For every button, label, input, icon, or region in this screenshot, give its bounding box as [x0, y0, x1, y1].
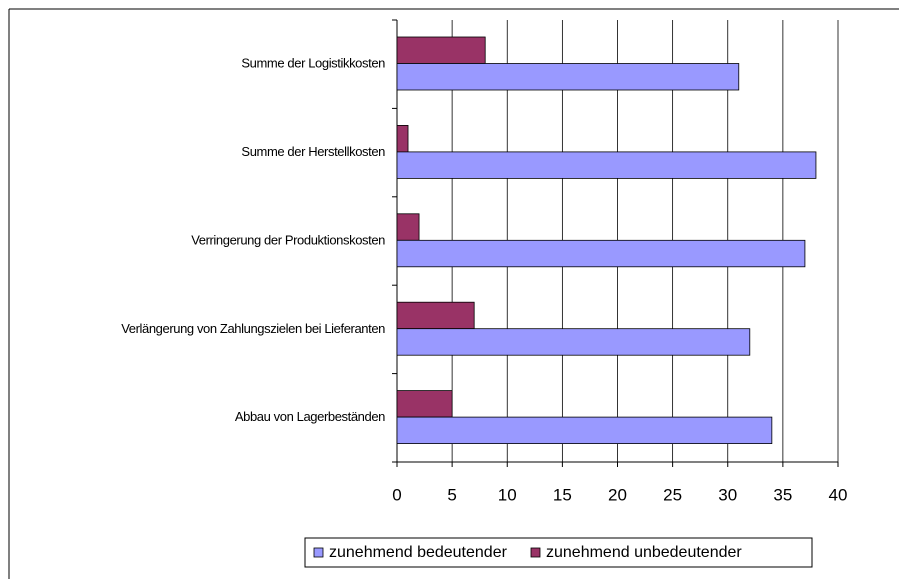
legend-swatch [313, 547, 324, 558]
bar [396, 416, 773, 445]
bar [396, 213, 420, 241]
bar [396, 151, 817, 179]
legend-label: zunehmend bedeutender [329, 544, 508, 561]
x-tick-label: 40 [829, 485, 848, 504]
legend-box [304, 537, 813, 568]
bar [396, 390, 453, 418]
y-tick-label: Verringerung der Produktionskosten [191, 232, 385, 247]
bar [396, 239, 806, 268]
bar [396, 301, 475, 330]
y-tick-label: Verlängerung von Zahlungszielen bei Lief… [121, 321, 385, 336]
x-tick-label: 0 [392, 485, 401, 504]
x-tick-label: 10 [498, 485, 517, 504]
x-tick-label: 25 [663, 485, 682, 504]
y-tick-label: Summe der Herstellkosten [241, 144, 385, 159]
x-tick-label: 35 [773, 485, 792, 504]
legend-label: zunehmend unbedeutender [546, 544, 742, 561]
bar [396, 328, 751, 356]
y-tick-label: Abbau von Lagerbeständen [235, 409, 385, 424]
bar [396, 36, 486, 64]
x-tick-label: 20 [608, 485, 627, 504]
x-tick-label: 15 [553, 485, 572, 504]
bar [396, 125, 409, 153]
y-tick-label: Summe der Logistikkosten [241, 56, 385, 71]
x-tick-label: 30 [718, 485, 737, 504]
x-tick-label: 5 [447, 485, 456, 504]
bar [396, 63, 740, 91]
legend-swatch [530, 547, 541, 558]
